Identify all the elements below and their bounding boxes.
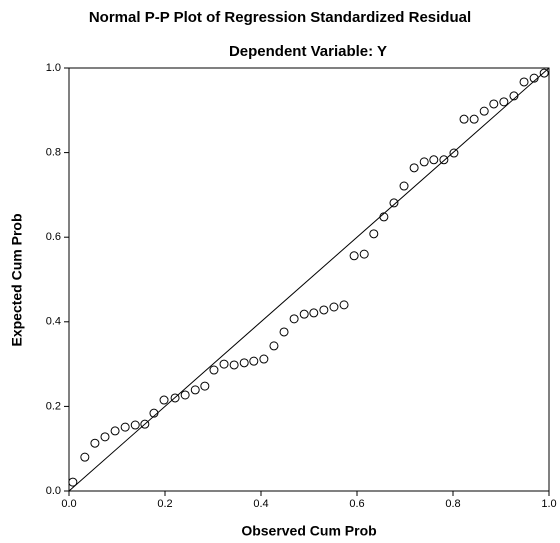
point bbox=[289, 314, 299, 324]
chart-title: Normal P-P Plot of Regression Standardiz… bbox=[89, 9, 471, 26]
point bbox=[68, 477, 78, 487]
point bbox=[439, 155, 449, 165]
point bbox=[309, 308, 319, 318]
point bbox=[239, 358, 249, 368]
y-tick-label: 0.0 bbox=[46, 485, 61, 497]
point bbox=[369, 229, 379, 239]
point bbox=[419, 157, 429, 167]
point bbox=[140, 419, 150, 429]
point bbox=[399, 181, 409, 191]
plot-frame bbox=[68, 67, 550, 492]
point bbox=[539, 68, 549, 78]
point bbox=[159, 395, 169, 405]
point bbox=[459, 114, 469, 124]
point bbox=[259, 354, 269, 364]
x-tick-label: 0.2 bbox=[157, 498, 172, 510]
chart-subtitle: Dependent Variable: Y bbox=[229, 43, 387, 60]
x-tick-label: 0.6 bbox=[349, 498, 364, 510]
point bbox=[489, 99, 499, 109]
point bbox=[449, 148, 459, 158]
point bbox=[229, 360, 239, 370]
x-axis-label: Observed Cum Prob bbox=[241, 523, 376, 539]
y-tick-label: 0.8 bbox=[46, 147, 61, 159]
point bbox=[329, 302, 339, 312]
point bbox=[149, 408, 159, 418]
point bbox=[339, 300, 349, 310]
point bbox=[249, 356, 259, 366]
point bbox=[389, 198, 399, 208]
point bbox=[519, 77, 529, 87]
point bbox=[209, 365, 219, 375]
point bbox=[409, 163, 419, 173]
y-tick-label: 0.6 bbox=[46, 231, 61, 243]
point bbox=[469, 114, 479, 124]
point bbox=[180, 390, 190, 400]
reference-line bbox=[68, 67, 550, 492]
point bbox=[349, 251, 359, 261]
point bbox=[299, 309, 309, 319]
point bbox=[499, 97, 509, 107]
point bbox=[529, 73, 539, 83]
y-axis-label: Expected Cum Prob bbox=[9, 213, 25, 346]
point bbox=[190, 385, 200, 395]
x-tick-label: 1.0 bbox=[541, 498, 556, 510]
point bbox=[479, 106, 489, 116]
point bbox=[359, 249, 369, 259]
point bbox=[319, 305, 329, 315]
y-tick-label: 1.0 bbox=[46, 62, 61, 74]
point bbox=[90, 438, 100, 448]
point bbox=[219, 359, 229, 369]
point bbox=[509, 91, 519, 101]
point bbox=[100, 432, 110, 442]
x-tick-label: 0.4 bbox=[253, 498, 268, 510]
x-tick-label: 0.0 bbox=[61, 498, 76, 510]
y-tick-label: 0.2 bbox=[46, 400, 61, 412]
point bbox=[130, 420, 140, 430]
point bbox=[80, 452, 90, 462]
point bbox=[170, 393, 180, 403]
y-tick-label: 0.4 bbox=[46, 316, 61, 328]
point bbox=[379, 212, 389, 222]
x-tick-label: 0.8 bbox=[445, 498, 460, 510]
point bbox=[429, 155, 439, 165]
point bbox=[269, 341, 279, 351]
point bbox=[279, 327, 289, 337]
point bbox=[110, 426, 120, 436]
point bbox=[120, 422, 130, 432]
point bbox=[200, 381, 210, 391]
